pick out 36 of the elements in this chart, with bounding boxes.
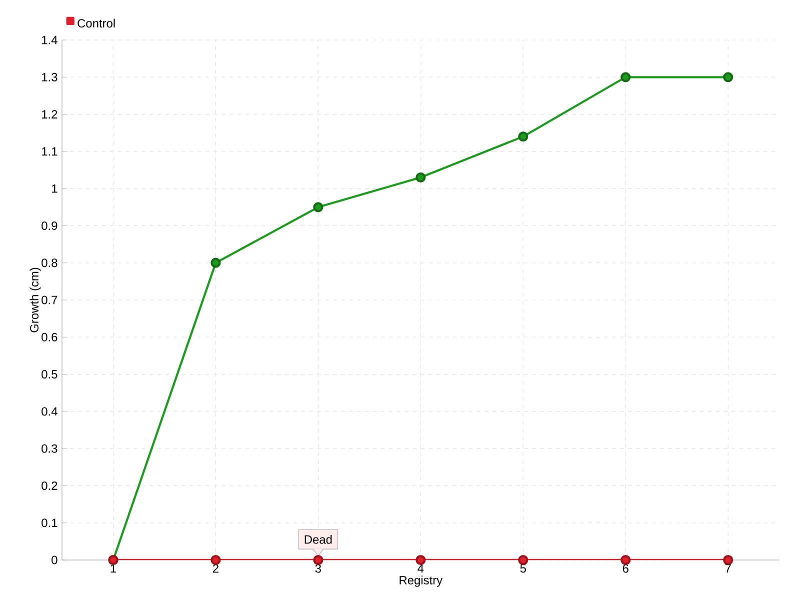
x-axis-title: Registry — [400, 576, 443, 587]
x-tick-label: 6 — [622, 564, 628, 573]
point — [313, 202, 324, 212]
point — [416, 554, 426, 566]
y-tick-label: 0.2 — [42, 481, 58, 490]
y-tick-label: 0.4 — [42, 407, 58, 416]
point — [620, 554, 631, 566]
y-tick-label: 0.1 — [42, 518, 58, 528]
y-tick-label: 0.6 — [42, 332, 58, 342]
y-tick-label: 0.5 — [42, 370, 58, 379]
x-tick-label: 4 — [418, 564, 424, 572]
point — [518, 132, 528, 142]
y-tick-label: 0.9 — [42, 221, 58, 230]
point — [313, 554, 324, 566]
annotation: Dead — [304, 534, 332, 544]
point — [416, 172, 426, 182]
x-tick-label: 1 — [110, 564, 116, 572]
x-tick-label: 3 — [315, 564, 321, 573]
point — [210, 258, 221, 268]
legend-label: Control — [78, 18, 115, 28]
y-tick-label: 1.3 — [42, 72, 58, 82]
y-tick-label: 1 — [52, 184, 58, 193]
point — [723, 554, 734, 566]
point — [518, 554, 528, 566]
y-tick-label: 1.1 — [42, 147, 58, 156]
y-tick-label: 1.2 — [42, 110, 58, 118]
y-tick-label: 1.4 — [42, 36, 58, 44]
y-tick-label: 0.7 — [42, 296, 58, 304]
y-tick-label: 0.8 — [42, 258, 58, 268]
x-tick-label: 2 — [212, 564, 218, 573]
y-tick-label: 0.3 — [42, 444, 58, 453]
point — [620, 72, 631, 82]
y-axis-title: Growth (cm) — [30, 268, 41, 332]
point — [723, 72, 734, 82]
point — [210, 554, 221, 566]
y-tick-label: 0 — [52, 556, 58, 564]
